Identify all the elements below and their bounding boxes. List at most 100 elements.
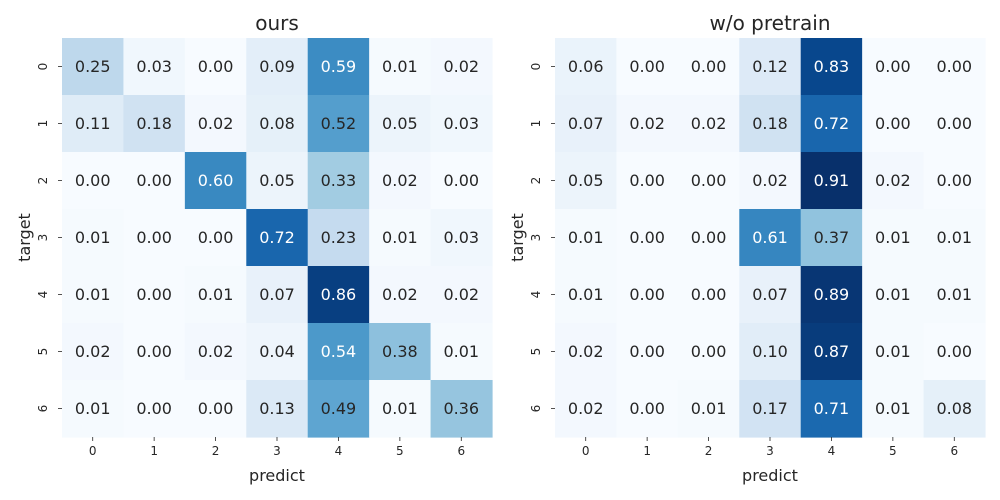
panel-2-cell-r6-c0	[555, 380, 618, 438]
panel-2-cell-r6-c1	[616, 380, 679, 438]
panel-1-cell-value-r5-c4: 0.54	[321, 342, 357, 361]
panel-1-cell-r1-c5	[369, 95, 432, 153]
panel-1-cell-value-r1-c6: 0.03	[443, 114, 479, 133]
panel-1-cell-r6-c2	[184, 380, 247, 438]
panel-1-cell-r0-c6	[430, 38, 493, 96]
panel-2-cell-r4-c5	[862, 266, 925, 324]
panel-2-cell-r4-c6	[923, 266, 986, 324]
panel-1-y-tick-label-5: 5	[36, 348, 50, 356]
panel-1-title: ours	[255, 11, 299, 35]
panel-2-cell-r3-c0	[555, 209, 618, 267]
panel-1-cell-r1-c2	[184, 95, 247, 153]
panel-2-cell-value-r1-c6: 0.00	[936, 114, 972, 133]
panel-2-x-tick-label-0: 0	[582, 444, 590, 458]
panel-2-cell-r2-c5	[862, 152, 925, 210]
panel-2-cell-value-r1-c3: 0.18	[752, 114, 788, 133]
panel-1-y-tick-label-4: 4	[36, 291, 50, 299]
panel-2-cell-r1-c0	[555, 95, 618, 153]
panel-1-cell-value-r4-c4: 0.86	[321, 285, 357, 304]
panel-2-cell-value-r5-c1: 0.00	[629, 342, 665, 361]
panel-1-cell-value-r3-c4: 0.23	[321, 228, 357, 247]
panel-2-cell-r0-c2	[677, 38, 740, 96]
panel-2-cell-value-r4-c3: 0.07	[752, 285, 788, 304]
panel-2-cell-r3-c3	[739, 209, 802, 267]
panel-2-cell-value-r3-c3: 0.61	[752, 228, 788, 247]
panel-1-cell-r5-c2	[184, 323, 247, 381]
panel-1-cell-value-r6-c6: 0.36	[443, 399, 479, 418]
panel-2-cell-value-r0-c6: 0.00	[936, 57, 972, 76]
panel-2-cell-r4-c4	[800, 266, 863, 324]
panel-1-cell-value-r5-c0: 0.02	[75, 342, 111, 361]
panel-1-cell-value-r3-c3: 0.72	[259, 228, 295, 247]
panel-2-cell-value-r5-c2: 0.00	[691, 342, 727, 361]
panel-2-cell-value-r1-c2: 0.02	[691, 114, 727, 133]
panel-2-x-tick-label-1: 1	[643, 444, 651, 458]
panel-1-cell-r3-c2	[184, 209, 247, 267]
panel-2-cell-value-r4-c2: 0.00	[691, 285, 727, 304]
panel-1-cell-value-r5-c5: 0.38	[382, 342, 418, 361]
panel-1-cell-r4-c0	[62, 266, 125, 324]
panel-1-cell-value-r4-c5: 0.02	[382, 285, 418, 304]
panel-2-cell-value-r5-c4: 0.87	[814, 342, 850, 361]
panel-2-y-tick-label-4: 4	[529, 291, 543, 299]
panel-2-cell-value-r6-c4: 0.71	[814, 399, 850, 418]
panel-2-cell-value-r3-c0: 0.01	[568, 228, 604, 247]
panel-2-x-axis-label: predict	[742, 466, 798, 485]
panel-2-cell-value-r3-c6: 0.01	[936, 228, 972, 247]
panel-1-cell-value-r2-c5: 0.02	[382, 171, 418, 190]
panel-1-cell-r3-c1	[123, 209, 186, 267]
panel-1-cell-r2-c1	[123, 152, 186, 210]
panel-2-cell-r5-c6	[923, 323, 986, 381]
panel-1-cell-value-r0-c5: 0.01	[382, 57, 418, 76]
panel-2-cell-r0-c5	[862, 38, 925, 96]
panel-2-cell-value-r3-c4: 0.37	[814, 228, 850, 247]
panel-2-cell-r0-c6	[923, 38, 986, 96]
panel-2-cell-r0-c4	[800, 38, 863, 96]
panel-1-cell-value-r2-c4: 0.33	[321, 171, 357, 190]
panel-2-x-tick-label-3: 3	[766, 444, 774, 458]
panel-1-cell-r6-c3	[246, 380, 309, 438]
panel-1-cell-r0-c3	[246, 38, 309, 96]
panel-2-cell-r1-c6	[923, 95, 986, 153]
panel-2-cell-r0-c0	[555, 38, 618, 96]
panel-1-cell-r5-c4	[307, 323, 370, 381]
panel-2-cell-r5-c5	[862, 323, 925, 381]
panel-1-cell-r3-c0	[62, 209, 125, 267]
panel-2-cell-r1-c2	[677, 95, 740, 153]
panel-2-cell-value-r2-c3: 0.02	[752, 171, 788, 190]
panel-2-cell-value-r0-c0: 0.06	[568, 57, 604, 76]
panel-1-y-tick-label-2: 2	[36, 177, 50, 185]
panel-1-cell-value-r3-c5: 0.01	[382, 228, 418, 247]
panel-1-y-axis-label: target	[15, 213, 34, 262]
panel-1-cell-r1-c4	[307, 95, 370, 153]
panel-1-cell-r4-c1	[123, 266, 186, 324]
panel-2-cell-r2-c1	[616, 152, 679, 210]
panel-2-cell-r3-c1	[616, 209, 679, 267]
panel-1-cell-value-r2-c0: 0.00	[75, 171, 111, 190]
panel-2-cell-r1-c1	[616, 95, 679, 153]
panel-1-cell-value-r1-c1: 0.18	[136, 114, 172, 133]
panel-2-y-tick-label-6: 6	[529, 405, 543, 413]
panel-2-cell-value-r0-c3: 0.12	[752, 57, 788, 76]
panel-2-cell-value-r0-c4: 0.83	[814, 57, 850, 76]
panel-1-cell-r5-c0	[62, 323, 125, 381]
panel-1-cell-r5-c3	[246, 323, 309, 381]
panel-1-cell-value-r6-c5: 0.01	[382, 399, 418, 418]
panel-1-cell-value-r1-c3: 0.08	[259, 114, 295, 133]
panel-2-cell-value-r2-c2: 0.00	[691, 171, 727, 190]
panel-1-cell-r0-c2	[184, 38, 247, 96]
panel-1-cell-r2-c3	[246, 152, 309, 210]
panel-1-cell-value-r6-c3: 0.13	[259, 399, 295, 418]
panel-2-cell-value-r4-c0: 0.01	[568, 285, 604, 304]
panel-1-cell-value-r1-c0: 0.11	[75, 114, 111, 133]
panel-2-cell-r2-c3	[739, 152, 802, 210]
panel-1-cell-value-r3-c2: 0.00	[198, 228, 234, 247]
panel-1-cell-r4-c5	[369, 266, 432, 324]
panel-1-cell-value-r1-c4: 0.52	[321, 114, 357, 133]
panel-1-cell-value-r0-c3: 0.09	[259, 57, 295, 76]
panel-1-x-tick-label-1: 1	[150, 444, 158, 458]
panel-2-cell-r5-c1	[616, 323, 679, 381]
panel-2-cell-r6-c3	[739, 380, 802, 438]
panel-1-cell-value-r0-c1: 0.03	[136, 57, 172, 76]
panel-2-cell-value-r6-c1: 0.00	[629, 399, 665, 418]
